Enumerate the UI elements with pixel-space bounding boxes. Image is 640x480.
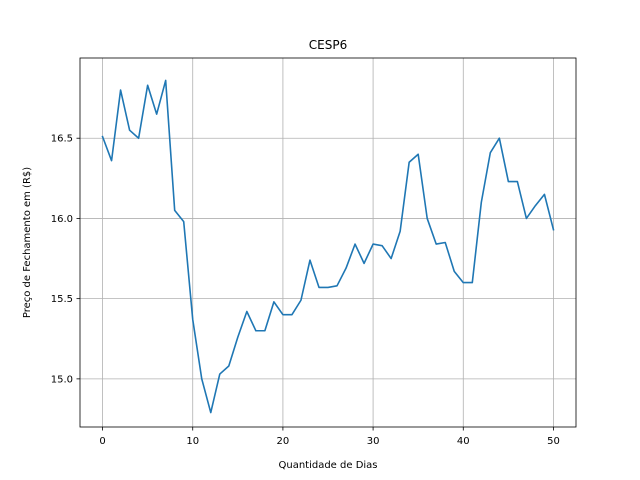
x-tick-label: 40 [457, 436, 470, 447]
series-line [101, 79, 555, 414]
x-axis-ticks: 0 10 20 30 40 50 [99, 427, 560, 447]
plot-frame [79, 57, 577, 428]
series-layer [101, 79, 555, 414]
plot-area [80, 58, 576, 427]
x-tick-label: 0 [99, 436, 105, 447]
x-axis-label: Quantidade de Dias [278, 460, 377, 471]
y-axis-ticks: 15.0 15.5 16.0 16.5 [51, 134, 80, 385]
x-tick-label: 50 [547, 436, 560, 447]
chart-title: CESP6 [309, 38, 347, 52]
x-tick-label: 20 [277, 436, 290, 447]
y-axis-label: Preço de Fechamento em (R$) [22, 167, 33, 318]
x-tick-label: 30 [367, 436, 380, 447]
y-tick-label: 16.0 [51, 214, 73, 225]
x-tick-label: 10 [186, 436, 199, 447]
grid-lines [80, 58, 576, 427]
y-tick-label: 15.5 [51, 294, 73, 305]
y-tick-label: 16.5 [51, 134, 73, 145]
y-tick-label: 15.0 [51, 374, 73, 385]
